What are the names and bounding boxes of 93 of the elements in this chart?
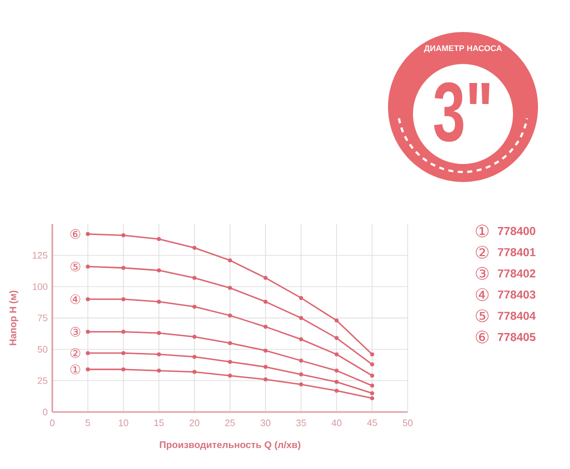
point: [121, 351, 126, 356]
y-tick-label: 125: [32, 252, 48, 259]
point: [334, 380, 339, 384]
point: [156, 300, 161, 304]
point: [86, 297, 90, 302]
y-tick-label: 75: [38, 314, 48, 322]
point: [228, 374, 232, 378]
text: 778405: [498, 332, 536, 342]
y-tick-label: 50: [38, 346, 48, 353]
point: [228, 341, 232, 346]
x-tick-label: 40: [332, 420, 342, 426]
point: [121, 297, 126, 302]
text: ④: [476, 288, 489, 301]
x-axis-title: Производительность Q (л/хв): [160, 441, 300, 450]
series-label: ④: [70, 294, 80, 304]
x-tick-label: 20: [190, 420, 200, 426]
series-label: ⑤: [70, 262, 80, 272]
point: [228, 258, 232, 262]
point: [192, 304, 196, 309]
point: [299, 337, 304, 342]
point: [334, 318, 339, 323]
point: [192, 354, 196, 359]
point: [121, 233, 126, 238]
point: [299, 372, 304, 376]
point: [156, 368, 161, 373]
point: [334, 352, 339, 356]
point: [264, 300, 268, 304]
text: 778401: [498, 248, 536, 256]
series-label: ⑥: [70, 229, 80, 239]
point: [86, 367, 90, 372]
point: [156, 237, 161, 242]
x-tick-label: 10: [118, 420, 128, 426]
point: [299, 316, 304, 320]
point: [264, 364, 268, 369]
text: 778404: [498, 312, 536, 320]
y-tick-label: 25: [38, 377, 48, 384]
point: [86, 232, 90, 236]
point: [370, 374, 374, 378]
point: [228, 313, 232, 318]
point: [264, 276, 268, 280]
x-tick-label: 5: [86, 420, 90, 426]
text: ⑥: [476, 330, 489, 344]
text: 3": [434, 82, 490, 142]
text: 778403: [498, 290, 536, 299]
point: [264, 377, 268, 382]
x-tick-label: 15: [154, 420, 164, 426]
point: [264, 348, 268, 353]
point: [299, 358, 304, 363]
point: [86, 264, 90, 269]
point: [192, 276, 196, 280]
point: [334, 368, 339, 373]
series-label: ①: [70, 364, 80, 374]
point: [370, 384, 374, 388]
point: [121, 266, 126, 270]
point: [228, 360, 232, 364]
point: [228, 286, 232, 290]
x-tick-label: 25: [225, 420, 235, 426]
point: [121, 330, 126, 334]
point: [334, 336, 339, 340]
point: [299, 382, 304, 386]
y-axis-title: Напор H (м): [9, 290, 18, 346]
y-tick-label: 100: [32, 283, 48, 290]
x-tick-label: 50: [402, 420, 413, 426]
x-tick-label: 45: [367, 420, 377, 426]
point: [156, 331, 161, 336]
point: [264, 324, 268, 329]
point: [370, 396, 374, 400]
series-label: ②: [70, 348, 80, 358]
x-tick-label: 30: [260, 420, 270, 426]
point: [370, 352, 374, 356]
point: [156, 352, 161, 356]
text: ②: [476, 246, 489, 259]
point: [370, 362, 374, 366]
point: [86, 330, 90, 334]
point: [299, 296, 304, 300]
text: ДИАМЕТР НАСОСА: [424, 45, 502, 53]
point: [192, 334, 196, 339]
point: [86, 351, 90, 356]
series-label: ③: [70, 326, 80, 337]
point: [156, 268, 161, 272]
point: [192, 370, 196, 374]
x-tick-label: 0: [50, 420, 55, 426]
point: [334, 388, 339, 393]
text: 778402: [498, 269, 536, 278]
point: [370, 391, 374, 396]
text: ①: [476, 224, 489, 238]
x-tick-label: 35: [296, 420, 306, 426]
text: ⑤: [476, 309, 489, 322]
y-tick-label: 0: [42, 408, 48, 416]
point: [121, 367, 126, 372]
text: ③: [476, 267, 489, 280]
text: 778400: [498, 226, 536, 236]
point: [192, 246, 196, 250]
